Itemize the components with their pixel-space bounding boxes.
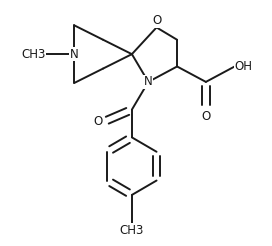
Text: O: O — [152, 15, 161, 28]
Text: N: N — [70, 48, 79, 61]
Text: OH: OH — [235, 60, 253, 73]
Text: N: N — [144, 75, 153, 88]
Text: O: O — [94, 115, 103, 128]
Text: CH3: CH3 — [21, 48, 46, 61]
Text: O: O — [201, 110, 211, 123]
Text: CH3: CH3 — [120, 224, 144, 237]
